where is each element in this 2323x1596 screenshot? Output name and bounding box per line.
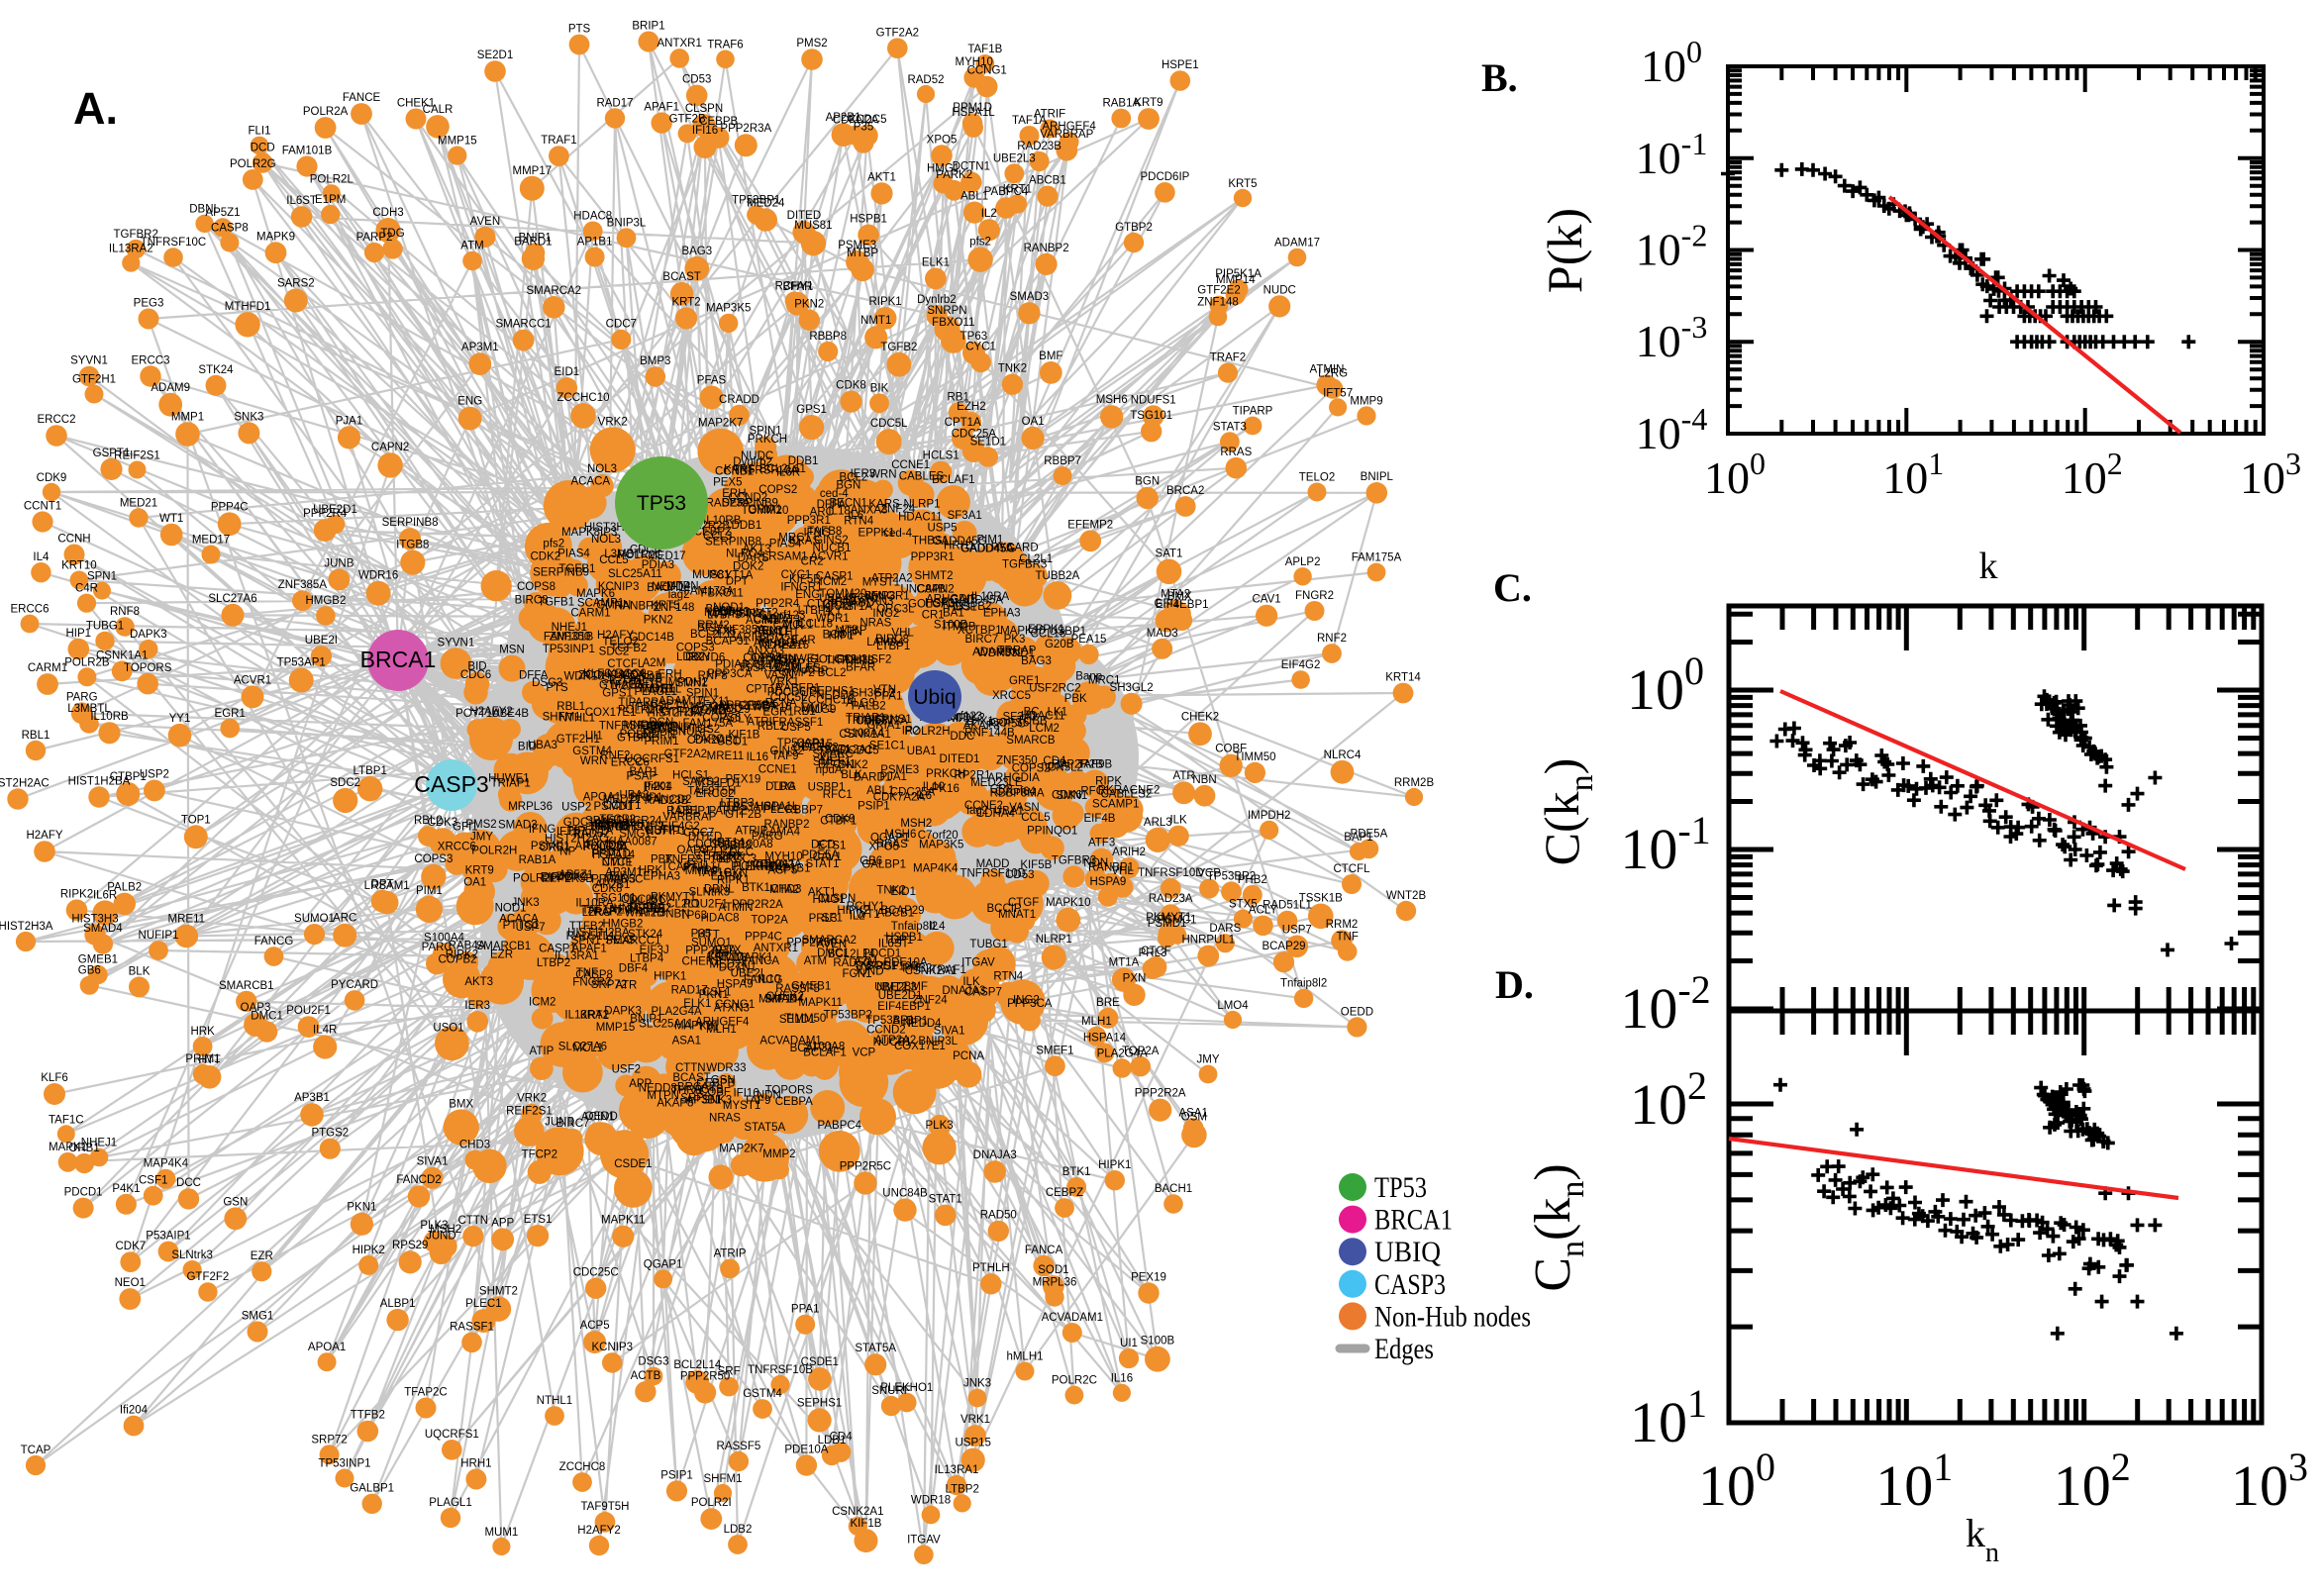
svg-text:10-2: 10-2 [1636, 218, 1708, 275]
svg-text:UBIQ: UBIQ [1374, 1236, 1441, 1268]
svg-text:10-4: 10-4 [1636, 401, 1708, 458]
svg-text:BRCA1: BRCA1 [1374, 1204, 1453, 1237]
svg-text:B.: B. [1481, 55, 1518, 100]
svg-text:Edges: Edges [1374, 1333, 1434, 1365]
svg-text:C.: C. [1493, 565, 1532, 610]
svg-text:101: 101 [1875, 1445, 1953, 1518]
svg-text:10-2: 10-2 [1620, 967, 1710, 1041]
svg-text:100: 100 [1641, 34, 1702, 91]
svg-text:10-1: 10-1 [1636, 126, 1708, 183]
svg-text:Non-Hub nodes: Non-Hub nodes [1374, 1300, 1531, 1333]
svg-text:kn: kn [1966, 1511, 1999, 1568]
svg-text:k: k [1979, 546, 1998, 587]
svg-text:103: 103 [2231, 1445, 2308, 1518]
svg-text:TP53: TP53 [1374, 1171, 1427, 1204]
svg-text:100: 100 [1627, 648, 1704, 722]
svg-text:100: 100 [1704, 446, 1766, 503]
svg-text:10-1: 10-1 [1620, 808, 1710, 881]
svg-text:P(k): P(k) [1537, 208, 1592, 293]
svg-text:D.: D. [1495, 962, 1534, 1007]
svg-text:C(kn): C(kn) [1534, 758, 1600, 866]
svg-text:102: 102 [2062, 446, 2123, 503]
svg-text:100: 100 [1698, 1445, 1775, 1518]
svg-text:103: 103 [2240, 446, 2301, 503]
svg-text:101: 101 [1882, 446, 1944, 503]
svg-text:CASP3: CASP3 [1374, 1268, 1446, 1301]
svg-text:102: 102 [2054, 1445, 2131, 1518]
svg-text:102: 102 [1630, 1063, 1707, 1137]
svg-text:10-3: 10-3 [1636, 309, 1708, 366]
